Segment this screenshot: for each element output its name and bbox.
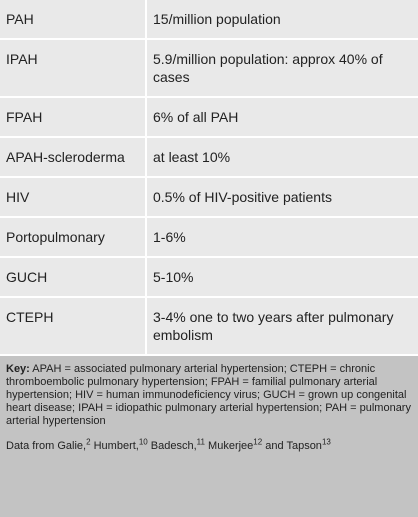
source-text: Humbert,: [90, 440, 139, 452]
condition-cell: CTEPH: [0, 296, 147, 356]
prevalence-cell: at least 10%: [145, 136, 418, 178]
prevalence-cell: 1-6%: [145, 216, 418, 258]
footnote: Key: APAH = associated pulmonary arteria…: [0, 356, 418, 517]
condition-cell: Portopulmonary: [0, 216, 147, 258]
table-row: FPAH 6% of all PAH: [0, 96, 418, 138]
condition-cell: IPAH: [0, 38, 147, 98]
reference-number: 13: [321, 437, 331, 447]
table-row: PAH 15/million population: [0, 0, 418, 40]
condition-cell: GUCH: [0, 256, 147, 298]
table-row: HIV 0.5% of HIV-positive patients: [0, 176, 418, 218]
prevalence-cell: 5-10%: [145, 256, 418, 298]
key-label: Key:: [6, 363, 30, 375]
table-row: Portopulmonary 1-6%: [0, 216, 418, 258]
table-row: IPAH 5.9/million population: approx 40% o…: [0, 38, 418, 98]
prevalence-table: PAH 15/million population IPAH 5.9/million …: [0, 0, 418, 356]
prevalence-cell: 15/million population: [145, 0, 418, 40]
prevalence-cell: 3-4% one to two years after pulmonary em…: [145, 296, 418, 356]
reference-number: 10: [138, 437, 148, 447]
source-text: Badesch,: [147, 440, 197, 452]
prevalence-cell: 5.9/million population: approx 40% of ca…: [145, 38, 418, 98]
source-text: Mukerjee: [204, 440, 254, 452]
key-text: APAH = associated pulmonary arterial hyp…: [6, 363, 411, 427]
condition-cell: PAH: [0, 0, 147, 40]
reference-number: 11: [196, 437, 205, 447]
key-note: Key: APAH = associated pulmonary arteria…: [6, 363, 412, 428]
reference-number: 2: [86, 437, 91, 447]
condition-cell: APAH-scleroderma: [0, 136, 147, 178]
source-note: Data from Galie,2 Humbert,10 Badesch,11 …: [6, 437, 412, 453]
source-text: Data from Galie,: [6, 440, 87, 452]
condition-cell: FPAH: [0, 96, 147, 138]
reference-number: 12: [253, 437, 263, 447]
condition-cell: HIV: [0, 176, 147, 218]
table-row: GUCH 5-10%: [0, 256, 418, 298]
table-row: APAH-scleroderma at least 10%: [0, 136, 418, 178]
prevalence-cell: 6% of all PAH: [145, 96, 418, 138]
source-text: and Tapson: [262, 440, 322, 452]
table-row: CTEPH 3-4% one to two years after pulmona…: [0, 296, 418, 356]
prevalence-cell: 0.5% of HIV-positive patients: [145, 176, 418, 218]
